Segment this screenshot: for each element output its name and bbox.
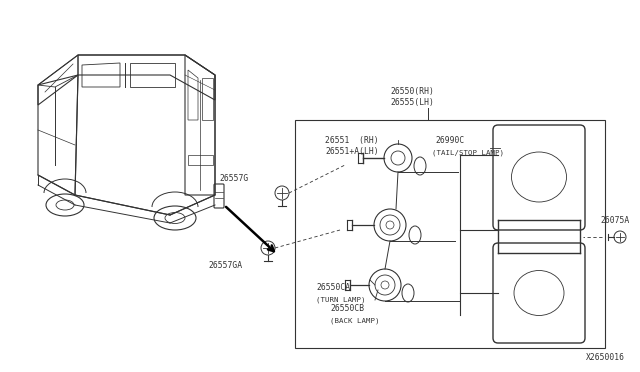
Text: 26550CB: 26550CB [330,304,364,313]
Text: 26550(RH): 26550(RH) [390,87,434,96]
Text: X2650016: X2650016 [586,353,625,362]
Bar [295,120,605,348]
Text: 26555(LH): 26555(LH) [390,98,434,107]
Text: (BACK LAMP): (BACK LAMP) [330,317,380,324]
Text: 26557G: 26557G [220,174,249,183]
Text: 26551+A(LH): 26551+A(LH) [325,147,379,156]
Text: (TAIL/STOP LAMP): (TAIL/STOP LAMP) [432,150,504,156]
Text: 26075A: 26075A [600,216,629,225]
Text: 26990C: 26990C [435,136,464,145]
Text: 26551  (RH): 26551 (RH) [325,136,379,145]
Text: (TURN LAMP): (TURN LAMP) [316,296,365,303]
Text: 26550CA: 26550CA [316,283,350,292]
Text: 26557GA: 26557GA [209,261,243,270]
